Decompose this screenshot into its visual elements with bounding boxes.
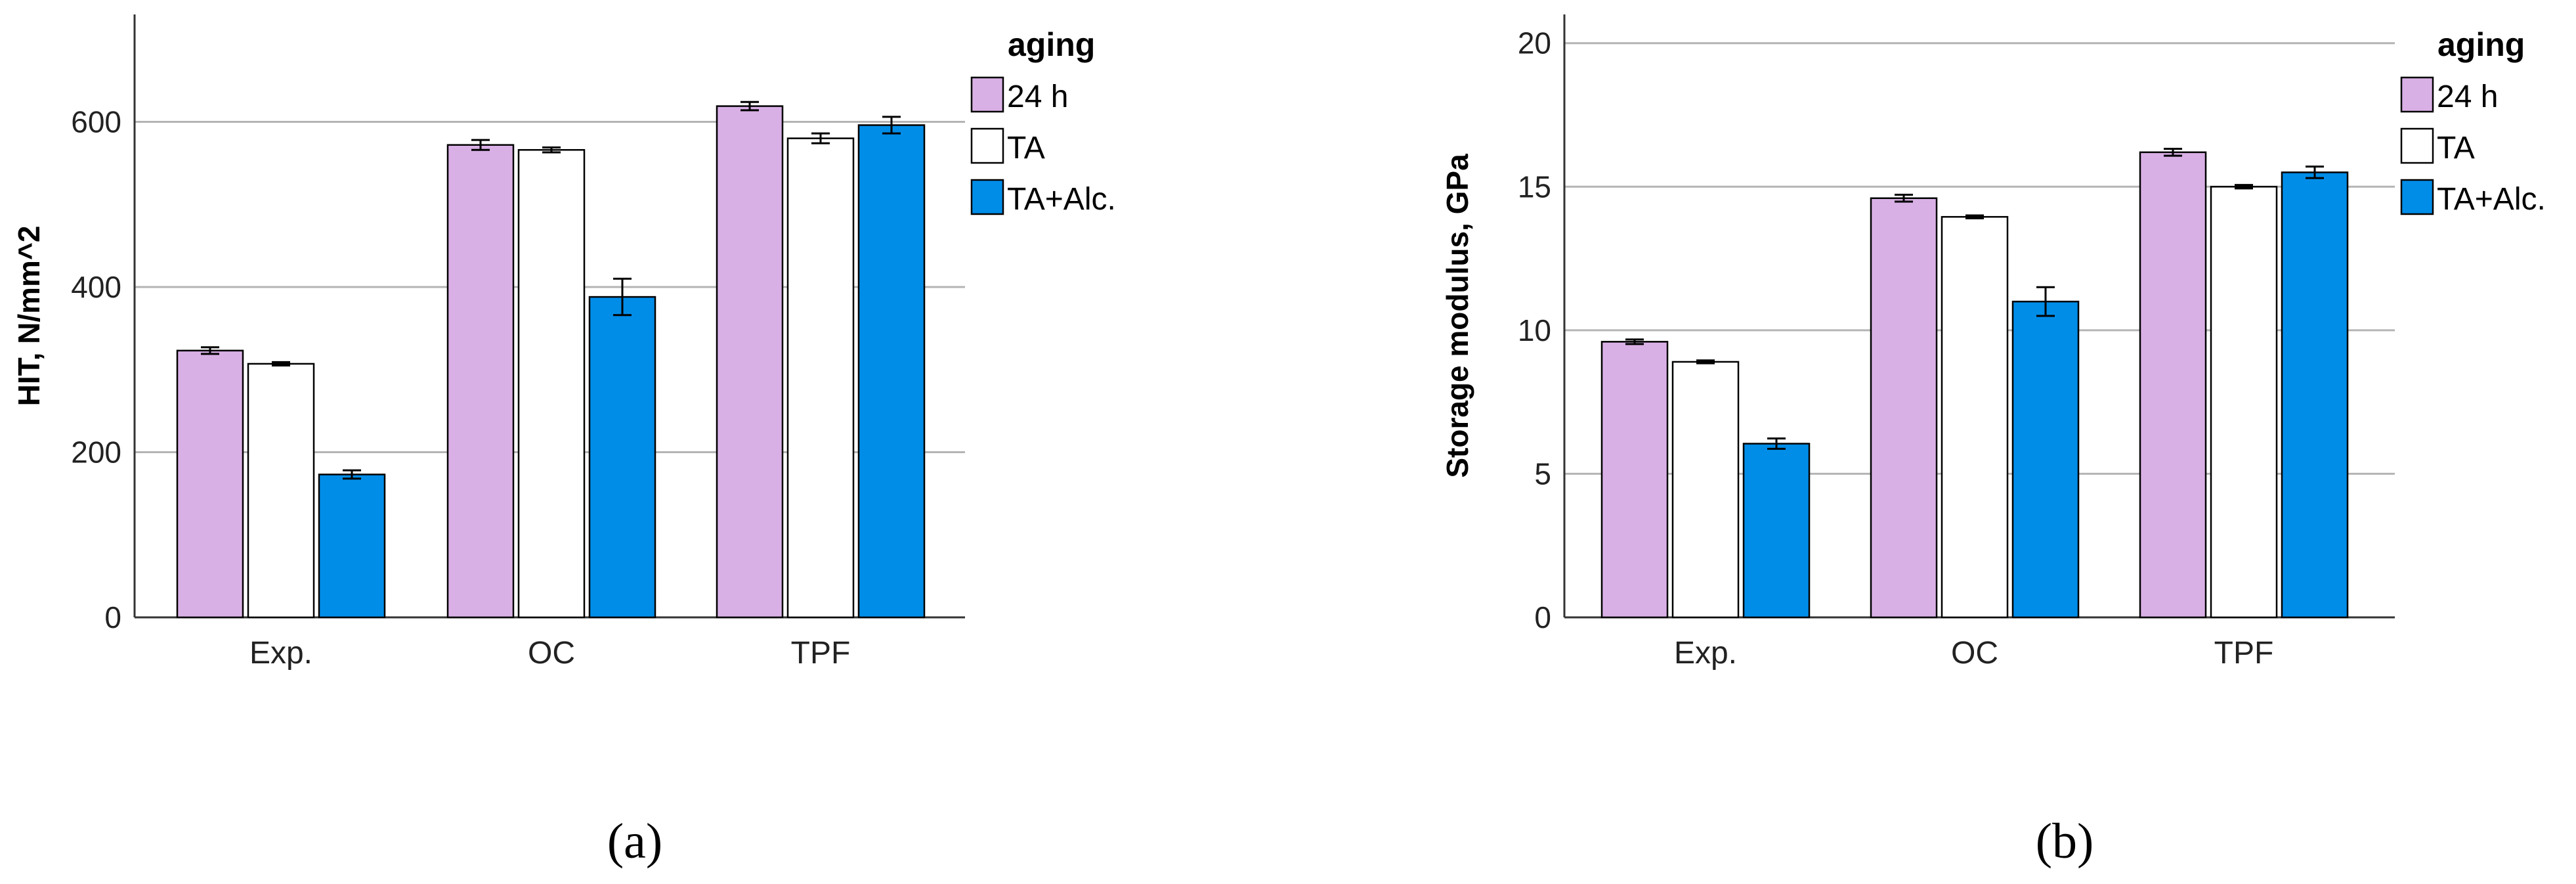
- error-bar-oc-24h: [471, 139, 490, 151]
- legend-label-ta: TA: [2437, 131, 2475, 166]
- error-bar-exp-24h: [201, 346, 219, 355]
- legend-title: aging: [2437, 26, 2525, 63]
- x-tick-label-oc: OC: [528, 636, 575, 671]
- bar-oc-ta: [1941, 215, 2009, 619]
- legend-label-24h: 24 h: [2437, 79, 2498, 114]
- x-tick-label-tpf: TPF: [2214, 636, 2274, 671]
- error-bar-tpf-taalc: [2306, 166, 2324, 179]
- bar-oc-ta: [517, 148, 586, 619]
- panel-label: (a): [607, 814, 662, 869]
- error-bar-oc-ta: [542, 146, 561, 154]
- y-tick-label-0: 0: [104, 600, 121, 634]
- bar-exp-24h: [1600, 341, 1669, 619]
- legend-title: aging: [1008, 26, 1095, 63]
- error-bar-exp-24h: [1625, 338, 1644, 345]
- y-tick-label-200: 200: [71, 435, 121, 469]
- error-bar-tpf-ta: [2235, 184, 2253, 190]
- error-bar-tpf-24h: [741, 100, 759, 112]
- x-tick-label-tpf: TPF: [791, 636, 851, 671]
- chart-panel-b: 0 5 10 15 20 Exp. OC TPF Storage modulus, GPa agi…: [1440, 14, 2546, 869]
- y-tick-label-10: 10: [1518, 313, 1551, 347]
- bar-tpf-ta: [786, 137, 855, 619]
- legend-label-taalc: TA+Alc.: [2437, 182, 2546, 217]
- x-tick-label-oc: OC: [1951, 636, 1998, 671]
- chart-panel-a: 0 200 400 600 Exp. OC TPF HIT, N/mm^2 aging 24 h T…: [12, 14, 1116, 869]
- error-bar-oc-24h: [1895, 194, 1913, 203]
- bar-exp-taalc: [318, 474, 386, 619]
- bar-tpf-ta: [2210, 186, 2278, 619]
- y-tick-label-600: 600: [71, 104, 121, 139]
- bar-exp-ta: [247, 363, 315, 619]
- legend: aging 24 h TA TA+Alc.: [2400, 26, 2546, 217]
- bar-tpf-taalc: [2281, 171, 2349, 619]
- panel-label: (b): [2036, 814, 2094, 869]
- error-bar-exp-ta: [1696, 359, 1715, 365]
- y-tick-label-0: 0: [1534, 600, 1551, 634]
- bar-oc-taalc: [588, 296, 656, 619]
- error-bar-oc-taalc: [613, 277, 632, 317]
- error-bar-exp-taalc: [1767, 437, 1786, 450]
- bar-oc-24h: [1870, 197, 1938, 619]
- x-tick-label-exp: Exp.: [249, 636, 312, 671]
- bar-tpf-24h: [2139, 151, 2207, 619]
- legend-label-24h: 24 h: [1007, 79, 1068, 114]
- legend-label-ta: TA: [1007, 131, 1045, 166]
- error-bar-tpf-24h: [2164, 148, 2182, 157]
- error-bar-oc-ta: [1965, 214, 1984, 219]
- bar-tpf-taalc: [857, 124, 926, 619]
- bar-oc-24h: [446, 144, 515, 619]
- error-bar-exp-taalc: [343, 469, 361, 480]
- y-tick-label-5: 5: [1534, 456, 1551, 491]
- legend-swatch-ta: [2400, 127, 2434, 164]
- error-bar-tpf-ta: [811, 132, 830, 144]
- legend-swatch-24h: [970, 76, 1004, 113]
- y-tick-label-15: 15: [1518, 169, 1551, 204]
- y-tick-label-400: 400: [71, 270, 121, 304]
- error-bar-exp-ta: [272, 361, 290, 366]
- legend-swatch-ta: [970, 127, 1004, 164]
- legend-swatch-taalc: [2400, 179, 2434, 215]
- legend: aging 24 h TA TA+Alc.: [970, 26, 1116, 217]
- bar-tpf-24h: [716, 105, 784, 619]
- x-tick-label-exp: Exp.: [1674, 636, 1737, 671]
- bar-exp-24h: [176, 349, 244, 619]
- y-axis-label: HIT, N/mm^2: [12, 226, 46, 407]
- y-axis-label: Storage modulus, GPa: [1440, 154, 1474, 478]
- y-tick-label-20: 20: [1518, 26, 1551, 60]
- bar-oc-taalc: [2011, 300, 2080, 619]
- error-bar-tpf-taalc: [882, 116, 901, 135]
- bar-exp-taalc: [1742, 443, 1811, 619]
- legend-label-taalc: TA+Alc.: [1007, 182, 1116, 217]
- legend-swatch-24h: [2400, 76, 2434, 113]
- legend-swatch-taalc: [970, 179, 1004, 215]
- bar-exp-ta: [1671, 361, 1740, 619]
- error-bar-oc-taalc: [2036, 286, 2055, 317]
